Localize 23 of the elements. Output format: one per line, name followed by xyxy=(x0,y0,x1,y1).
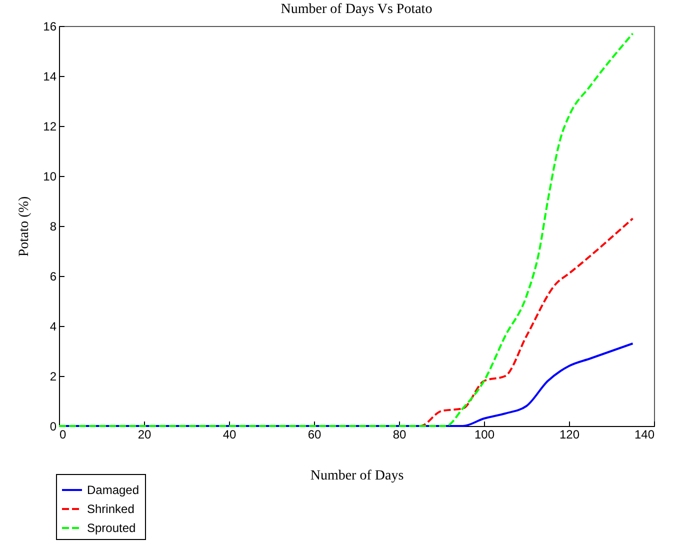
y-tick-label: 16 xyxy=(43,20,57,34)
legend-label: Damaged xyxy=(87,483,140,497)
y-tick-label: 8 xyxy=(50,220,57,234)
x-tick-label: 80 xyxy=(392,428,406,442)
x-tick-label: 40 xyxy=(222,428,236,442)
y-tick-label: 10 xyxy=(43,170,57,184)
y-axis-title: Potato (%) xyxy=(17,196,32,257)
x-tick-label: 140 xyxy=(634,428,655,442)
y-tick-label: 14 xyxy=(43,70,57,84)
y-tick-label: 2 xyxy=(50,370,57,384)
y-tick-label: 12 xyxy=(43,120,57,134)
legend-label: Sprouted xyxy=(87,521,136,535)
line-series xyxy=(58,32,634,427)
y-tick-label: 6 xyxy=(50,270,57,284)
x-tick-label: 100 xyxy=(474,428,495,442)
x-axis-title: Number of Days xyxy=(310,468,404,484)
x-tick-label: 120 xyxy=(559,428,580,442)
chart-title: Number of Days Vs Potato xyxy=(280,2,432,17)
legend-label: Shrinked xyxy=(87,502,134,516)
x-tick-label: 20 xyxy=(138,428,152,442)
y-tick-label: 4 xyxy=(50,320,57,334)
x-tick-label: 0 xyxy=(60,428,66,442)
x-tick-label: 60 xyxy=(308,428,322,442)
